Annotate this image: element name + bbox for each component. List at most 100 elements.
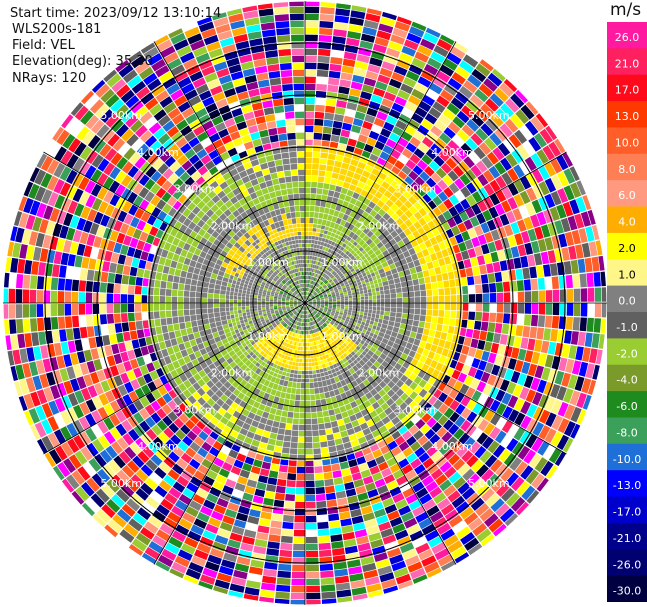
velocity-cell	[418, 197, 427, 207]
velocity-cell	[484, 409, 495, 422]
velocity-cell	[261, 504, 273, 513]
velocity-cell	[389, 402, 399, 411]
velocity-cell	[325, 375, 330, 380]
velocity-cell	[504, 118, 519, 133]
velocity-cell	[270, 308, 274, 311]
velocity-cell	[422, 440, 434, 452]
velocity-cell	[164, 339, 172, 348]
velocity-cell	[223, 411, 232, 420]
velocity-cell	[78, 280, 87, 292]
velocity-cell	[293, 412, 300, 419]
velocity-cell	[366, 8, 382, 16]
velocity-cell	[470, 113, 485, 127]
velocity-cell	[223, 353, 231, 361]
velocity-cell	[273, 306, 278, 308]
velocity-cell	[448, 453, 461, 466]
velocity-cell	[294, 320, 297, 325]
velocity-cell	[450, 303, 457, 311]
velocity-cell	[524, 291, 532, 303]
velocity-cell	[93, 325, 102, 337]
velocity-cell	[418, 321, 425, 328]
velocity-cell	[444, 466, 457, 479]
velocity-cell	[374, 270, 379, 276]
velocity-cell	[510, 313, 518, 325]
velocity-cell	[316, 296, 320, 299]
velocity-cell	[209, 322, 217, 329]
velocity-cell	[310, 272, 313, 276]
velocity-cell	[270, 295, 274, 298]
velocity-cell	[298, 304, 302, 306]
velocity-cell	[343, 416, 351, 424]
velocity-cell	[432, 289, 439, 296]
velocity-cell	[67, 340, 77, 353]
velocity-cell	[322, 259, 327, 264]
velocity-cell	[244, 417, 253, 425]
velocity-cell	[383, 333, 391, 340]
velocity-cell	[349, 465, 360, 475]
velocity-cell	[326, 271, 330, 275]
velocity-cell	[215, 321, 222, 327]
velocity-cell	[273, 396, 280, 403]
velocity-cell	[324, 299, 329, 301]
velocity-cell	[312, 430, 319, 437]
velocity-cell	[150, 454, 163, 466]
velocity-cell	[317, 348, 321, 353]
velocity-cell	[285, 487, 296, 495]
velocity-cell	[275, 485, 286, 494]
velocity-cell	[427, 200, 437, 210]
velocity-cell	[376, 357, 384, 364]
velocity-cell	[494, 239, 504, 251]
velocity-cell	[92, 314, 101, 326]
velocity-cell	[251, 316, 256, 321]
velocity-cell	[443, 396, 454, 407]
velocity-cell	[437, 214, 447, 224]
velocity-cell	[395, 317, 402, 323]
velocity-cell	[312, 305, 316, 308]
velocity-cell	[384, 242, 392, 250]
velocity-cell	[320, 276, 324, 281]
velocity-cell	[408, 297, 415, 303]
velocity-cell	[270, 311, 275, 314]
velocity-cell	[368, 396, 377, 405]
velocity-cell	[291, 430, 299, 437]
velocity-cell	[594, 303, 602, 318]
velocity-cell	[350, 315, 355, 319]
velocity-cell	[93, 359, 103, 371]
velocity-cell	[390, 203, 399, 213]
velocity-cell	[461, 319, 468, 328]
velocity-cell	[323, 371, 329, 376]
velocity-cell	[414, 464, 426, 475]
velocity-cell	[499, 260, 508, 271]
velocity-cell	[216, 325, 224, 332]
velocity-cell	[353, 147, 363, 156]
velocity-cell	[417, 124, 430, 136]
velocity-cell	[327, 344, 331, 349]
velocity-cell	[341, 436, 350, 444]
velocity-cell	[519, 430, 532, 445]
velocity-cell	[359, 224, 366, 232]
velocity-cell	[428, 385, 437, 395]
velocity-cell	[300, 306, 303, 309]
velocity-cell	[311, 169, 319, 176]
velocity-cell	[342, 58, 356, 68]
velocity-cell	[241, 296, 246, 300]
velocity-cell	[221, 338, 229, 345]
velocity-cell	[312, 304, 317, 306]
velocity-cell	[243, 351, 249, 357]
velocity-cell	[189, 297, 196, 303]
velocity-cell	[308, 358, 312, 363]
velocity-cell	[199, 536, 214, 547]
velocity-cell	[414, 290, 421, 297]
velocity-cell	[181, 543, 196, 555]
velocity-cell	[273, 298, 278, 301]
velocity-cell	[309, 303, 313, 305]
velocity-cell	[3, 304, 9, 319]
velocity-cell	[342, 385, 350, 392]
velocity-cell	[328, 227, 334, 232]
velocity-cell	[392, 469, 405, 480]
velocity-cell	[591, 256, 600, 272]
velocity-cell	[510, 114, 524, 129]
velocity-cell	[103, 403, 115, 417]
velocity-cell	[598, 334, 605, 349]
velocity-cell	[235, 317, 240, 322]
